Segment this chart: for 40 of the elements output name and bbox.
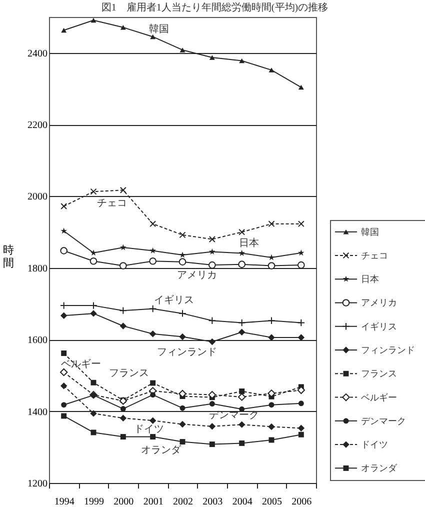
legend-label: 日本 — [361, 274, 379, 284]
annotation: オランダ — [141, 444, 182, 456]
x-tick-label: 2006 — [292, 496, 312, 507]
legend-label: チェコ — [361, 250, 388, 260]
y-tick-label: 1800 — [28, 263, 48, 274]
y-tick-label: 2400 — [28, 48, 48, 60]
x-tick-label: 2001 — [143, 496, 164, 507]
y-axis-title: 時間 — [3, 244, 14, 270]
y-tick-label: 2000 — [28, 192, 48, 203]
chart-title: 図1 雇用者1人当たり年間総労働時間(平均)の推移 — [101, 2, 328, 14]
legend-label: ベルギー — [361, 392, 397, 402]
annotation: ベルギー — [61, 358, 101, 370]
x-tick-label: 2005 — [262, 496, 282, 507]
legend-label: フィンランド — [361, 345, 415, 355]
x-tick-label: 2004 — [232, 496, 252, 507]
y-tick-label: 1200 — [28, 478, 48, 490]
legend-label: ドイツ — [361, 440, 388, 450]
annotation: 韓国 — [149, 23, 169, 35]
legend-label: イギリス — [361, 321, 397, 332]
legend-label: オランダ — [361, 463, 398, 474]
annotation: ドイツ — [134, 424, 164, 435]
legend-label: フランス — [361, 368, 397, 379]
legend-label: アメリカ — [361, 298, 397, 308]
annotation: イギリス — [154, 294, 194, 306]
x-tick-label: 2002 — [173, 496, 193, 507]
x-tick-label: 2003 — [202, 496, 223, 507]
y-tick-label: 1600 — [28, 335, 48, 346]
annotation: 日本 — [239, 237, 259, 249]
legend-label: 韓国 — [361, 226, 379, 237]
annotation: フィンランド — [157, 347, 217, 358]
y-tick-label: 1400 — [28, 406, 48, 418]
annotation: デンマーク — [209, 410, 259, 421]
annotation: フランス — [109, 368, 149, 379]
x-tick-label: 1999 — [84, 496, 104, 507]
annotation: チェコ — [97, 198, 127, 209]
annotation: アメリカ — [177, 270, 217, 281]
y-tick-label: 2200 — [28, 120, 48, 132]
x-tick-label: 2000 — [114, 496, 134, 507]
legend-label: デンマーク — [361, 416, 406, 426]
x-tick-label: 1994 — [54, 496, 74, 507]
